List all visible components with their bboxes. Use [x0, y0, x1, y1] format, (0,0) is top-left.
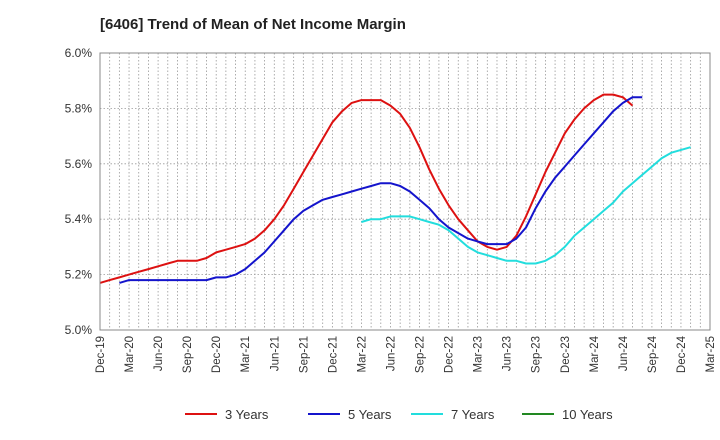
series-line-5-years [119, 96, 643, 284]
x-tick-label: Mar-23 [473, 336, 485, 372]
x-tick-label: Sep-20 [182, 336, 194, 373]
y-tick-label: 5.2% [65, 268, 93, 282]
x-tick-label: Mar-25 [705, 336, 717, 372]
plot-frame [99, 52, 711, 331]
y-tick-label: 5.0% [65, 323, 93, 337]
y-tick-label: 5.6% [65, 157, 93, 171]
series-layer [99, 93, 691, 284]
legend: 3 Years 5 Years 7 Years 10 Years [185, 407, 613, 422]
x-tick-label: Dec-22 [444, 336, 456, 373]
x-tick-label: Mar-20 [124, 336, 136, 372]
x-axis-ticks: Dec-19 Mar-20 Jun-20 Sep-20 Dec-20 Mar-21 Jun-… [95, 335, 717, 373]
x-tick-label: Jun-23 [502, 336, 514, 371]
grid [100, 53, 710, 330]
legend-label: 3 Years [225, 407, 269, 422]
x-tick-label: Dec-23 [560, 336, 572, 373]
x-tick-label: Sep-22 [415, 336, 427, 373]
x-tick-label: Mar-22 [356, 336, 368, 372]
y-tick-label: 6.0% [65, 46, 93, 60]
x-tick-label: Jun-22 [385, 336, 397, 371]
y-tick-label: 5.4% [65, 212, 93, 226]
legend-label: 10 Years [562, 407, 613, 422]
chart-title: [6406] Trend of Mean of Net Income Margi… [100, 16, 406, 33]
y-tick-label: 5.8% [65, 101, 93, 115]
x-tick-label: Sep-23 [531, 336, 543, 373]
legend-label: 7 Years [451, 407, 495, 422]
x-tick-label: Dec-19 [95, 336, 107, 373]
series-line-3-years [99, 93, 634, 284]
x-tick-label: Jun-24 [618, 335, 630, 371]
x-tick-label: Dec-21 [327, 336, 339, 373]
x-tick-label: Mar-24 [589, 335, 601, 372]
x-tick-label: Jun-20 [153, 336, 165, 371]
legend-label: 5 Years [348, 407, 392, 422]
x-tick-label: Mar-21 [240, 336, 252, 372]
series-line-7-years [361, 146, 691, 265]
x-tick-label: Dec-20 [211, 336, 223, 373]
x-tick-label: Dec-24 [676, 335, 688, 373]
x-tick-label: Sep-24 [647, 335, 659, 373]
x-tick-label: Jun-21 [269, 336, 281, 371]
y-axis-ticks: 5.0% 5.2% 5.4% 5.6% 5.8% 6.0% [65, 46, 93, 337]
x-tick-label: Sep-21 [298, 336, 310, 373]
